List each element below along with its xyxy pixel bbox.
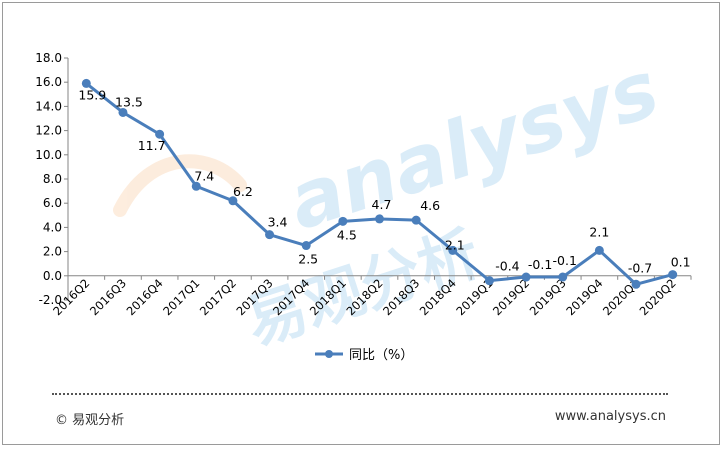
y-tick-label: 2.0 xyxy=(43,245,62,259)
y-tick-label: 0.0 xyxy=(43,269,62,283)
data-label: 13.5 xyxy=(115,94,143,109)
data-point xyxy=(191,181,201,191)
x-tick-label: 2016Q3 xyxy=(87,276,129,318)
data-point xyxy=(668,270,678,280)
data-label: 15.9 xyxy=(78,87,106,102)
footer-website: www.analysys.cn xyxy=(554,409,666,424)
data-point xyxy=(228,196,238,206)
data-label: 6.2 xyxy=(233,184,253,199)
data-point xyxy=(448,245,458,255)
x-tick-label: 2019Q2 xyxy=(490,276,532,318)
y-tick-label: 14.0 xyxy=(35,99,62,113)
data-label: 3.4 xyxy=(268,215,288,230)
data-labels: 15.9 13.5 11.7 7.4 6.2 3.4 2.5 4.5 4.7 4.6 2.1 -0.4… xyxy=(78,87,690,275)
data-point xyxy=(265,230,275,240)
data-point xyxy=(631,279,641,289)
data-point xyxy=(558,272,568,282)
data-label: 7.4 xyxy=(194,168,214,183)
watermark-latin-text: analysys xyxy=(278,44,669,248)
footer-source: © 易观分析 xyxy=(55,413,125,428)
data-point xyxy=(301,241,311,251)
data-label: 4.6 xyxy=(420,198,440,213)
legend-label: 同比（%） xyxy=(349,348,413,363)
data-label: 0.1 xyxy=(671,255,691,270)
data-label: -0.1 xyxy=(528,257,552,272)
data-point xyxy=(81,78,91,88)
y-tick-label: 12.0 xyxy=(35,124,62,138)
x-tick-label: 2017Q1 xyxy=(160,276,202,318)
data-point xyxy=(338,216,348,226)
data-point xyxy=(521,272,531,282)
y-tick-label: 6.0 xyxy=(43,196,62,210)
data-point xyxy=(594,245,604,255)
data-point xyxy=(484,276,494,286)
data-label: 4.5 xyxy=(337,227,357,242)
data-point xyxy=(375,214,384,224)
series-points xyxy=(81,78,678,289)
data-label: 2.1 xyxy=(589,224,609,239)
y-axis-ticks: -2.0 0.0 2.0 4.0 6.0 8.0 10.0 12.0 14.0 16.0 18.0 xyxy=(35,51,68,307)
chart-frame xyxy=(2,2,720,445)
x-tick-label: 2016Q4 xyxy=(124,276,166,318)
legend: 同比（%） xyxy=(315,348,413,363)
data-label: -0.7 xyxy=(628,260,652,275)
data-label: -0.4 xyxy=(495,259,519,274)
x-tick-label: 2019Q3 xyxy=(527,276,569,318)
data-label: 4.7 xyxy=(372,197,392,212)
x-tick-label: 2017Q2 xyxy=(197,276,239,318)
data-point xyxy=(411,215,421,225)
data-label: 2.5 xyxy=(298,252,318,267)
y-tick-label: -2.0 xyxy=(39,293,62,307)
x-tick-label: 2019Q4 xyxy=(563,276,605,318)
y-tick-label: 18.0 xyxy=(35,51,62,65)
y-tick-label: 10.0 xyxy=(35,148,62,162)
data-label: -0.1 xyxy=(553,253,577,268)
data-label: 2.1 xyxy=(445,237,465,252)
data-label: 11.7 xyxy=(138,138,166,153)
y-tick-label: 4.0 xyxy=(43,220,62,234)
footer-divider xyxy=(52,393,668,395)
data-point xyxy=(118,107,128,117)
data-point xyxy=(155,129,165,139)
y-tick-label: 8.0 xyxy=(43,172,62,186)
y-tick-label: 16.0 xyxy=(35,75,62,89)
legend-point-marker xyxy=(325,350,333,358)
